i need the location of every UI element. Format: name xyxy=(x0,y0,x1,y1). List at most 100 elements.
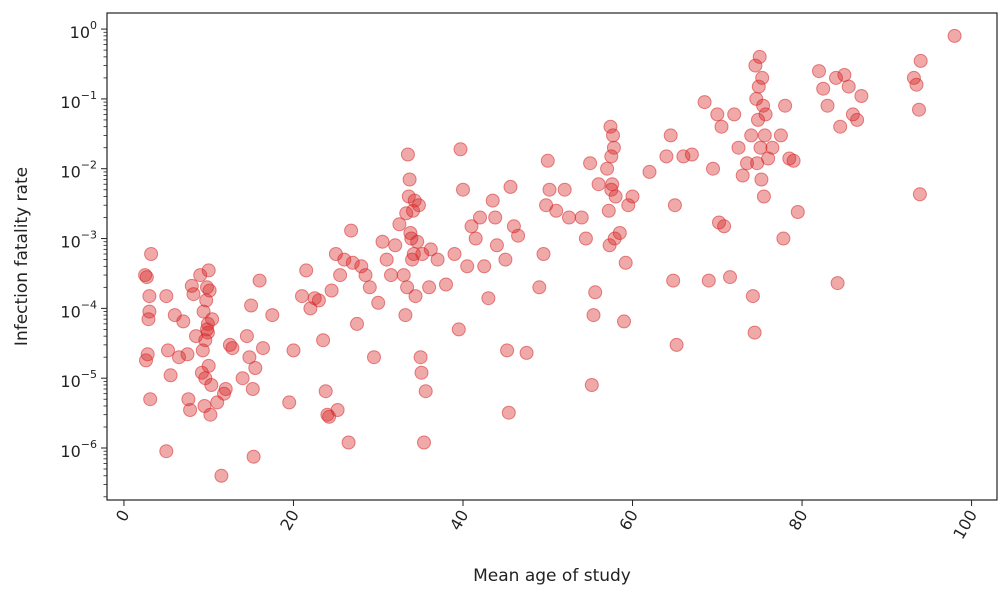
data-point xyxy=(477,259,492,274)
data-point xyxy=(584,378,599,392)
data-point xyxy=(451,322,466,337)
data-point xyxy=(354,259,369,274)
data-point xyxy=(756,98,771,113)
data-point xyxy=(642,164,657,179)
data-point xyxy=(756,189,771,204)
data-point xyxy=(201,358,216,373)
data-point xyxy=(562,210,576,225)
data-point xyxy=(414,365,429,380)
data-point xyxy=(468,231,483,246)
data-point xyxy=(398,308,413,323)
data-point xyxy=(350,316,364,331)
data-point xyxy=(912,187,927,202)
data-point xyxy=(176,314,191,329)
data-point xyxy=(912,102,926,117)
y-tick-label: 10−4 xyxy=(60,298,97,321)
data-point xyxy=(159,289,174,304)
data-point xyxy=(511,228,526,243)
data-point xyxy=(706,161,720,176)
data-point xyxy=(375,234,390,249)
data-point xyxy=(621,198,636,213)
data-point xyxy=(744,128,759,143)
data-point xyxy=(913,53,928,68)
data-point xyxy=(731,140,746,155)
data-point xyxy=(757,128,772,143)
data-point xyxy=(536,247,551,261)
data-point xyxy=(542,182,557,197)
data-point xyxy=(204,378,219,392)
data-point xyxy=(203,407,218,422)
data-point xyxy=(248,361,263,375)
data-point xyxy=(143,392,158,407)
data-point xyxy=(754,172,769,187)
data-point xyxy=(617,314,631,329)
data-point xyxy=(324,283,339,298)
points-layer xyxy=(138,28,962,483)
data-point xyxy=(501,405,516,420)
data-point xyxy=(139,353,153,368)
data-point xyxy=(697,95,712,110)
data-point xyxy=(201,263,216,278)
y-axis-label: Infection fatality rate xyxy=(12,167,32,346)
data-point xyxy=(144,247,159,261)
data-point xyxy=(557,182,572,197)
data-point xyxy=(337,252,352,267)
data-point xyxy=(666,273,681,288)
data-point xyxy=(379,252,394,267)
data-point xyxy=(430,252,445,267)
x-tick-label: 80 xyxy=(785,507,812,534)
data-point xyxy=(830,276,845,291)
data-point xyxy=(453,142,468,157)
data-point xyxy=(776,231,791,246)
data-point xyxy=(245,382,260,396)
data-point xyxy=(333,268,348,283)
data-point xyxy=(396,268,411,283)
data-point xyxy=(367,350,381,365)
data-point xyxy=(786,153,801,168)
data-point xyxy=(663,128,678,143)
data-point xyxy=(183,403,198,417)
data-point xyxy=(667,198,682,213)
data-point xyxy=(418,384,433,399)
y-tick-label: 100 xyxy=(70,19,97,42)
data-point xyxy=(172,350,186,365)
data-point xyxy=(417,435,431,450)
data-point xyxy=(600,161,615,176)
data-point xyxy=(180,347,195,362)
data-point xyxy=(161,343,175,358)
data-point xyxy=(295,289,309,304)
data-point xyxy=(256,341,270,356)
data-point xyxy=(202,283,217,298)
data-point xyxy=(384,268,398,283)
data-point xyxy=(186,287,201,302)
data-point xyxy=(200,322,214,337)
data-point xyxy=(159,444,174,459)
data-point xyxy=(773,128,788,143)
data-point xyxy=(408,289,423,304)
data-point xyxy=(608,189,623,204)
data-point xyxy=(540,153,555,168)
data-point xyxy=(400,280,415,295)
data-point xyxy=(299,263,314,278)
data-point xyxy=(519,345,534,360)
data-point xyxy=(727,107,742,122)
data-point xyxy=(388,238,403,253)
data-point xyxy=(751,79,766,94)
data-point xyxy=(578,231,593,246)
data-point xyxy=(812,64,826,79)
data-point xyxy=(751,112,765,127)
data-point xyxy=(464,219,479,234)
data-point xyxy=(659,149,674,164)
data-point xyxy=(402,172,417,187)
data-point xyxy=(604,149,619,164)
data-point xyxy=(714,119,729,134)
y-tick-label: 10−1 xyxy=(60,89,97,112)
data-point xyxy=(481,291,496,306)
data-point xyxy=(676,149,691,164)
data-point xyxy=(747,325,762,340)
data-point xyxy=(439,277,453,292)
data-point xyxy=(606,128,620,143)
data-point xyxy=(473,210,487,225)
data-point xyxy=(344,223,359,238)
data-point xyxy=(947,28,962,43)
